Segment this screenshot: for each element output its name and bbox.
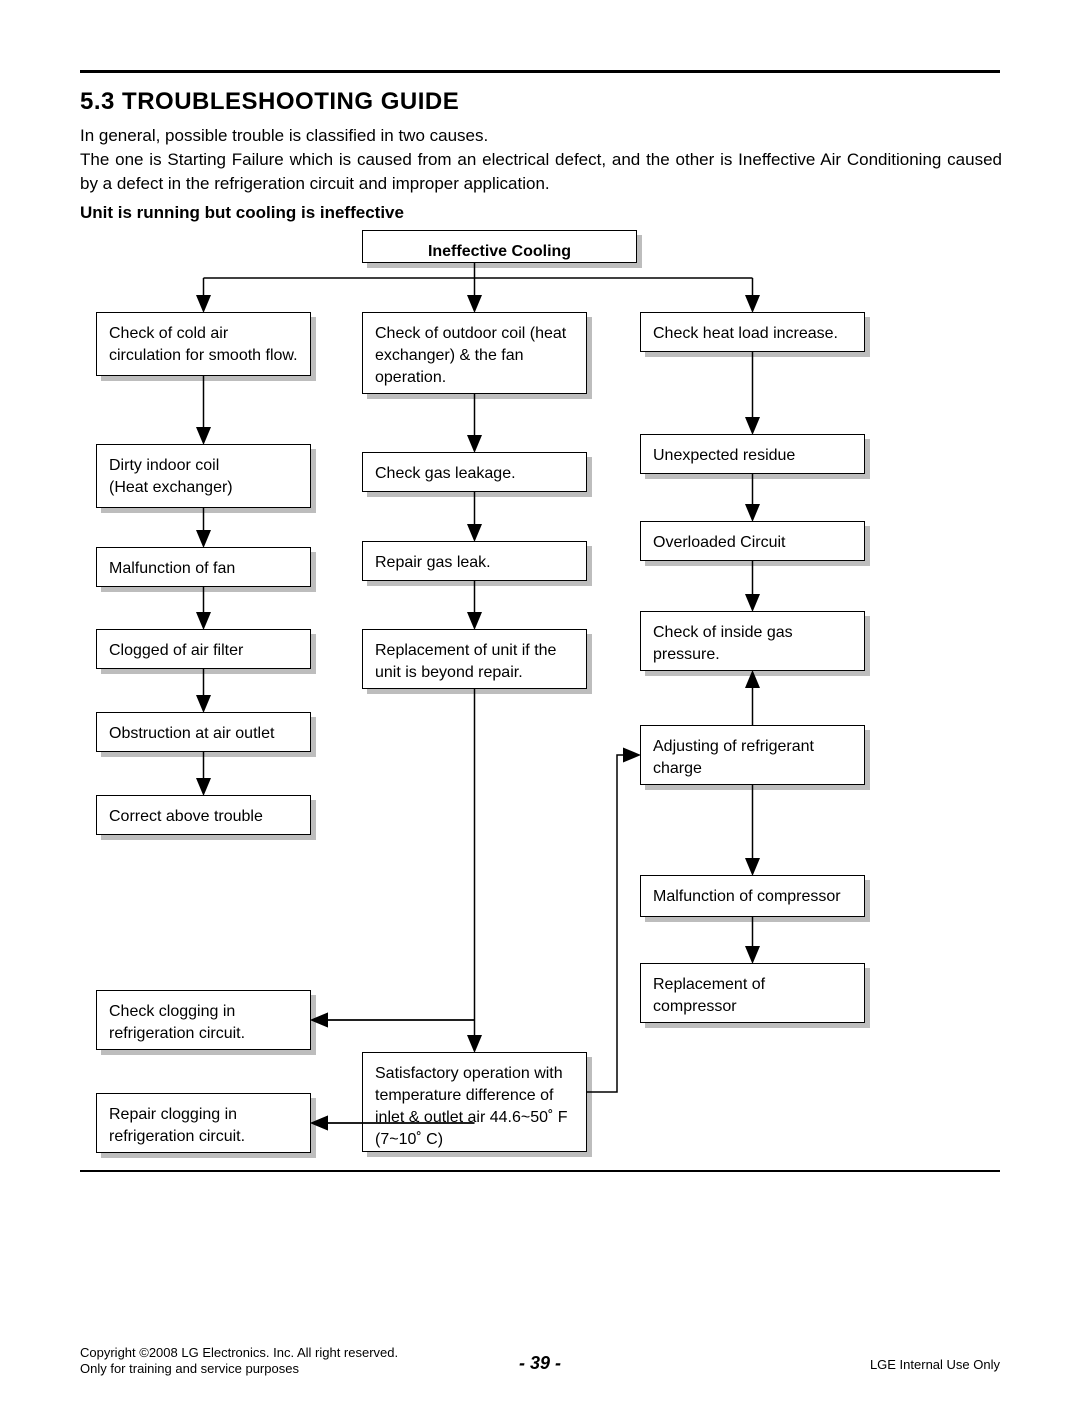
node-R5: Adjusting of refrigerant charge <box>640 725 865 785</box>
node-R6: Malfunction of compressor <box>640 875 865 917</box>
node-R4: Check of inside gas pressure. <box>640 611 865 671</box>
node-L8: Repair clogging in refrigeration circuit… <box>96 1093 311 1153</box>
intro-para-2: The one is Starting Failure which is cau… <box>80 148 1002 196</box>
footer-right: LGE Internal Use Only <box>870 1357 1000 1373</box>
page: 5.3 TROUBLESHOOTING GUIDE In general, po… <box>0 0 1080 1405</box>
section-heading: 5.3 TROUBLESHOOTING GUIDE <box>80 88 459 116</box>
node-R1: Check heat load increase. <box>640 312 865 352</box>
node-M2: Check gas leakage. <box>362 452 587 492</box>
node-R2: Unexpected residue <box>640 434 865 474</box>
flowchart-title: Unit is running but cooling is ineffecti… <box>80 203 404 223</box>
node-L4: Clogged of air filter <box>96 629 311 669</box>
top-rule <box>80 70 1000 73</box>
node-L1: Check of cold air circulation for smooth… <box>96 312 311 376</box>
node-L6: Correct above trouble <box>96 795 311 835</box>
node-R3: Overloaded Circuit <box>640 521 865 561</box>
node-L7: Check clogging in refrigeration circuit. <box>96 990 311 1050</box>
root-box: Ineffective Cooling <box>362 230 637 263</box>
node-L2: Dirty indoor coil(Heat exchanger) <box>96 444 311 508</box>
node-R7: Replacement of compressor <box>640 963 865 1023</box>
node-M3: Repair gas leak. <box>362 541 587 581</box>
node-L3: Malfunction of fan <box>96 547 311 587</box>
footer: Copyright ©2008 LG Electronics. Inc. All… <box>80 1337 1000 1377</box>
node-M5: Satisfactory operation with temperature … <box>362 1052 587 1152</box>
footer-page-number: - 39 - <box>80 1355 1000 1371</box>
bottom-rule <box>80 1170 1000 1172</box>
node-M4: Replacement of unit if the unit is beyon… <box>362 629 587 689</box>
node-M1: Check of outdoor coil (heat exchanger) &… <box>362 312 587 394</box>
node-L5: Obstruction at air outlet <box>96 712 311 752</box>
intro-para-1: In general, possible trouble is classifi… <box>80 124 1002 148</box>
